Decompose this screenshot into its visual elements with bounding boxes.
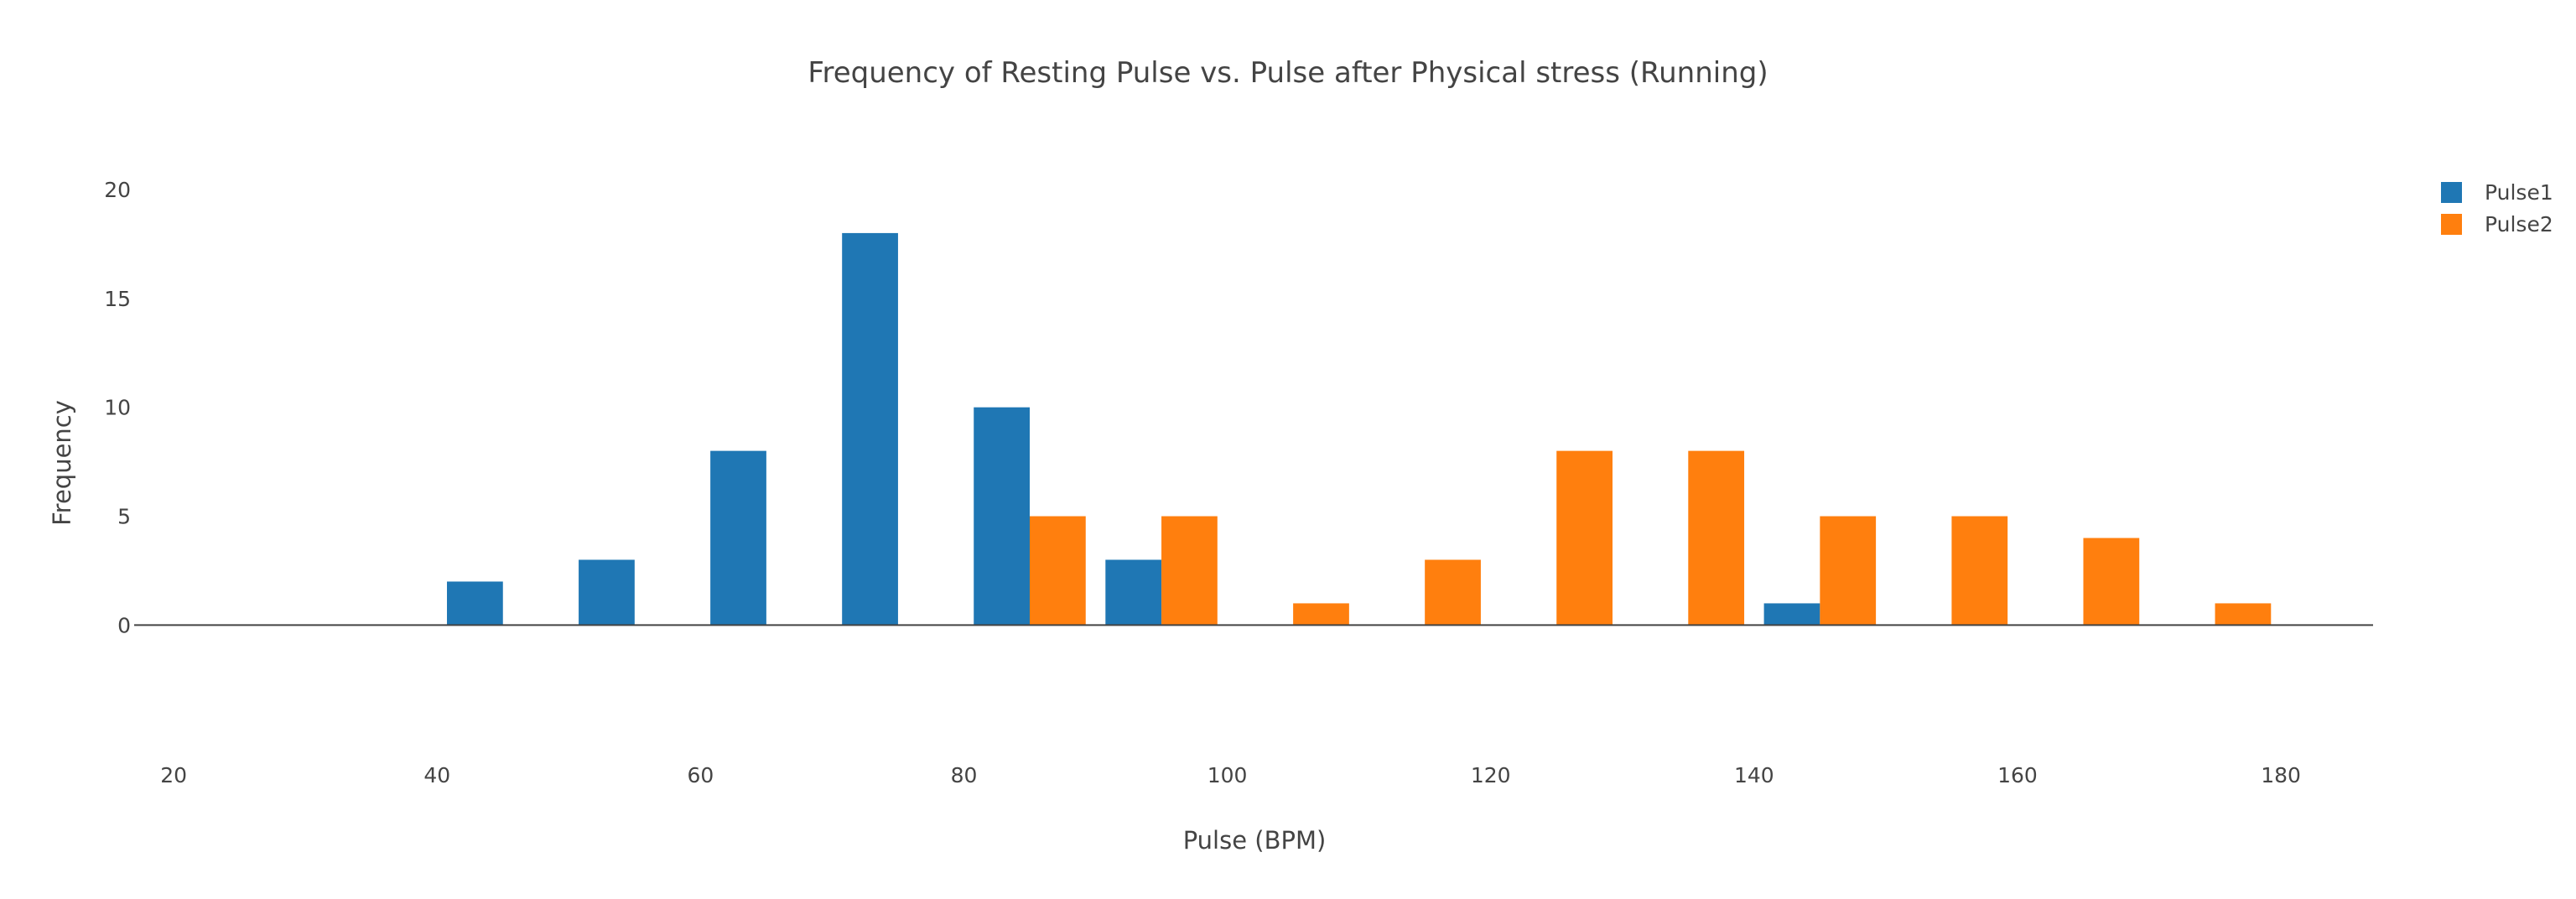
x-tick-label: 40 (423, 763, 450, 787)
bar-pulse1-60 (710, 450, 766, 626)
legend-label-pulse1: Pulse1 (2485, 180, 2553, 205)
bar-pulse2-130 (1688, 450, 1745, 626)
legend-swatch-pulse1 (2441, 182, 2462, 203)
y-tick-label: 0 (117, 613, 131, 637)
legend[interactable]: Pulse1 Pulse2 (2441, 180, 2553, 236)
legend-label-pulse2: Pulse2 (2485, 212, 2553, 236)
legend-swatch-pulse2 (2441, 214, 2462, 235)
x-tick-label: 100 (1208, 763, 1248, 787)
x-axis-label: Pulse (BPM) (1183, 826, 1327, 855)
y-tick-label: 15 (104, 287, 131, 311)
x-tick-label: 140 (1734, 763, 1774, 787)
bar-pulse1-140 (1763, 603, 1820, 626)
bar-pulse1-50 (579, 559, 635, 626)
y-tick-label: 10 (104, 396, 131, 420)
x-axis-ticks: 20 40 60 80 100 120 140 160 180 (160, 763, 2301, 787)
bar-pulse2-80 (1030, 516, 1086, 626)
bar-pulse1-40 (447, 581, 503, 626)
bar-pulse2-160 (2083, 538, 2140, 626)
x-tick-label: 20 (160, 763, 187, 787)
x-tick-label: 160 (1997, 763, 2038, 787)
bar-pulse2-110 (1425, 559, 1481, 626)
y-tick-label: 20 (104, 178, 131, 202)
x-tick-label: 60 (687, 763, 714, 787)
bar-pulse2-90 (1161, 516, 1218, 626)
x-tick-label: 80 (951, 763, 978, 787)
y-axis-label: Frequency (48, 400, 76, 526)
bar-pulse1-70 (842, 232, 898, 626)
bars-group (447, 232, 2272, 626)
bar-pulse1-80 (974, 407, 1030, 626)
bar-pulse2-170 (2215, 603, 2272, 626)
chart-title: Frequency of Resting Pulse vs. Pulse aft… (808, 56, 1768, 90)
bar-pulse2-120 (1556, 450, 1613, 626)
bar-pulse2-100 (1293, 603, 1349, 626)
x-tick-label: 180 (2261, 763, 2301, 787)
bar-pulse1-90 (1105, 559, 1162, 626)
y-tick-label: 5 (117, 505, 131, 529)
bar-pulse2-140 (1820, 516, 1877, 626)
bar-pulse2-150 (1951, 516, 2008, 626)
x-tick-label: 120 (1471, 763, 1511, 787)
y-axis-ticks: 0 5 10 15 20 (104, 178, 131, 637)
